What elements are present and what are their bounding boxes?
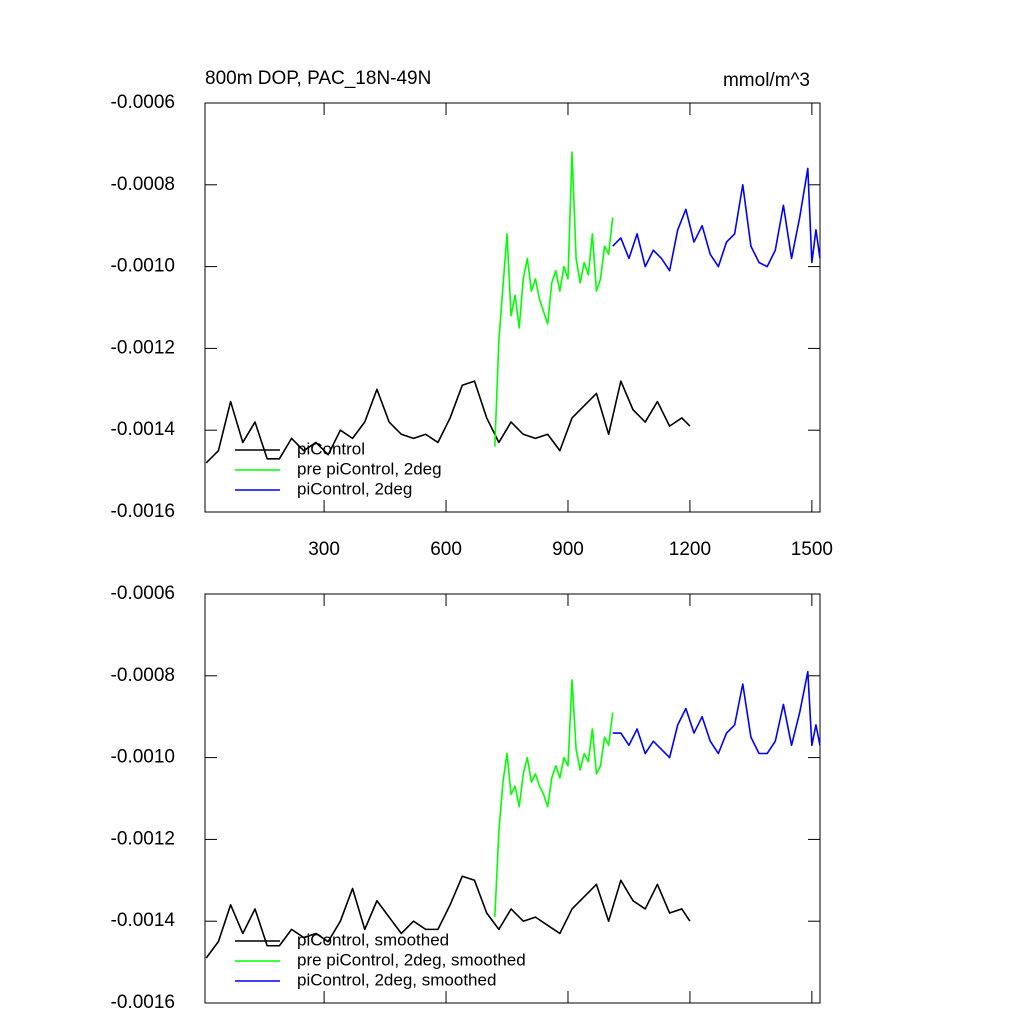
y-tick-label: -0.0010 bbox=[111, 747, 175, 768]
data-line bbox=[205, 875, 691, 959]
y-tick-label: -0.0016 bbox=[111, 992, 175, 1013]
x-tick-label: 900 bbox=[552, 539, 584, 560]
units-label: mmol/m^3 bbox=[723, 70, 810, 91]
y-tick-label: -0.0012 bbox=[111, 828, 175, 849]
plot-frame bbox=[204, 593, 821, 1004]
x-tick-label: 300 bbox=[308, 539, 340, 560]
legend-text: pre piControl, 2deg, smoothed bbox=[297, 950, 526, 969]
data-line bbox=[612, 670, 821, 759]
plot-frame bbox=[204, 102, 821, 513]
x-tick-label: 1200 bbox=[669, 539, 711, 560]
data-line bbox=[612, 167, 821, 272]
x-tick-label: 600 bbox=[430, 539, 462, 560]
y-tick-label: -0.0014 bbox=[111, 419, 176, 440]
legend-text: piControl, 2deg, smoothed bbox=[297, 970, 496, 989]
legend-text: piControl, 2deg bbox=[297, 479, 412, 498]
chart-title: 800m DOP, PAC_18N-49N bbox=[205, 68, 431, 89]
y-tick-label: -0.0012 bbox=[111, 337, 175, 358]
legend-text: piControl bbox=[297, 439, 365, 458]
legend-text: piControl, smoothed bbox=[297, 930, 449, 949]
y-tick-label: -0.0008 bbox=[111, 174, 175, 195]
data-line bbox=[205, 380, 691, 464]
y-tick-label: -0.0006 bbox=[111, 583, 175, 604]
y-tick-label: -0.0008 bbox=[111, 665, 175, 686]
y-tick-label: -0.0014 bbox=[111, 910, 176, 931]
y-tick-label: -0.0010 bbox=[111, 256, 175, 277]
y-tick-label: -0.0016 bbox=[111, 501, 175, 522]
data-line bbox=[494, 679, 614, 918]
y-tick-label: -0.0006 bbox=[111, 92, 175, 113]
legend-text: pre piControl, 2deg bbox=[297, 459, 442, 478]
x-tick-label: 1500 bbox=[791, 539, 833, 560]
data-line bbox=[494, 151, 614, 447]
